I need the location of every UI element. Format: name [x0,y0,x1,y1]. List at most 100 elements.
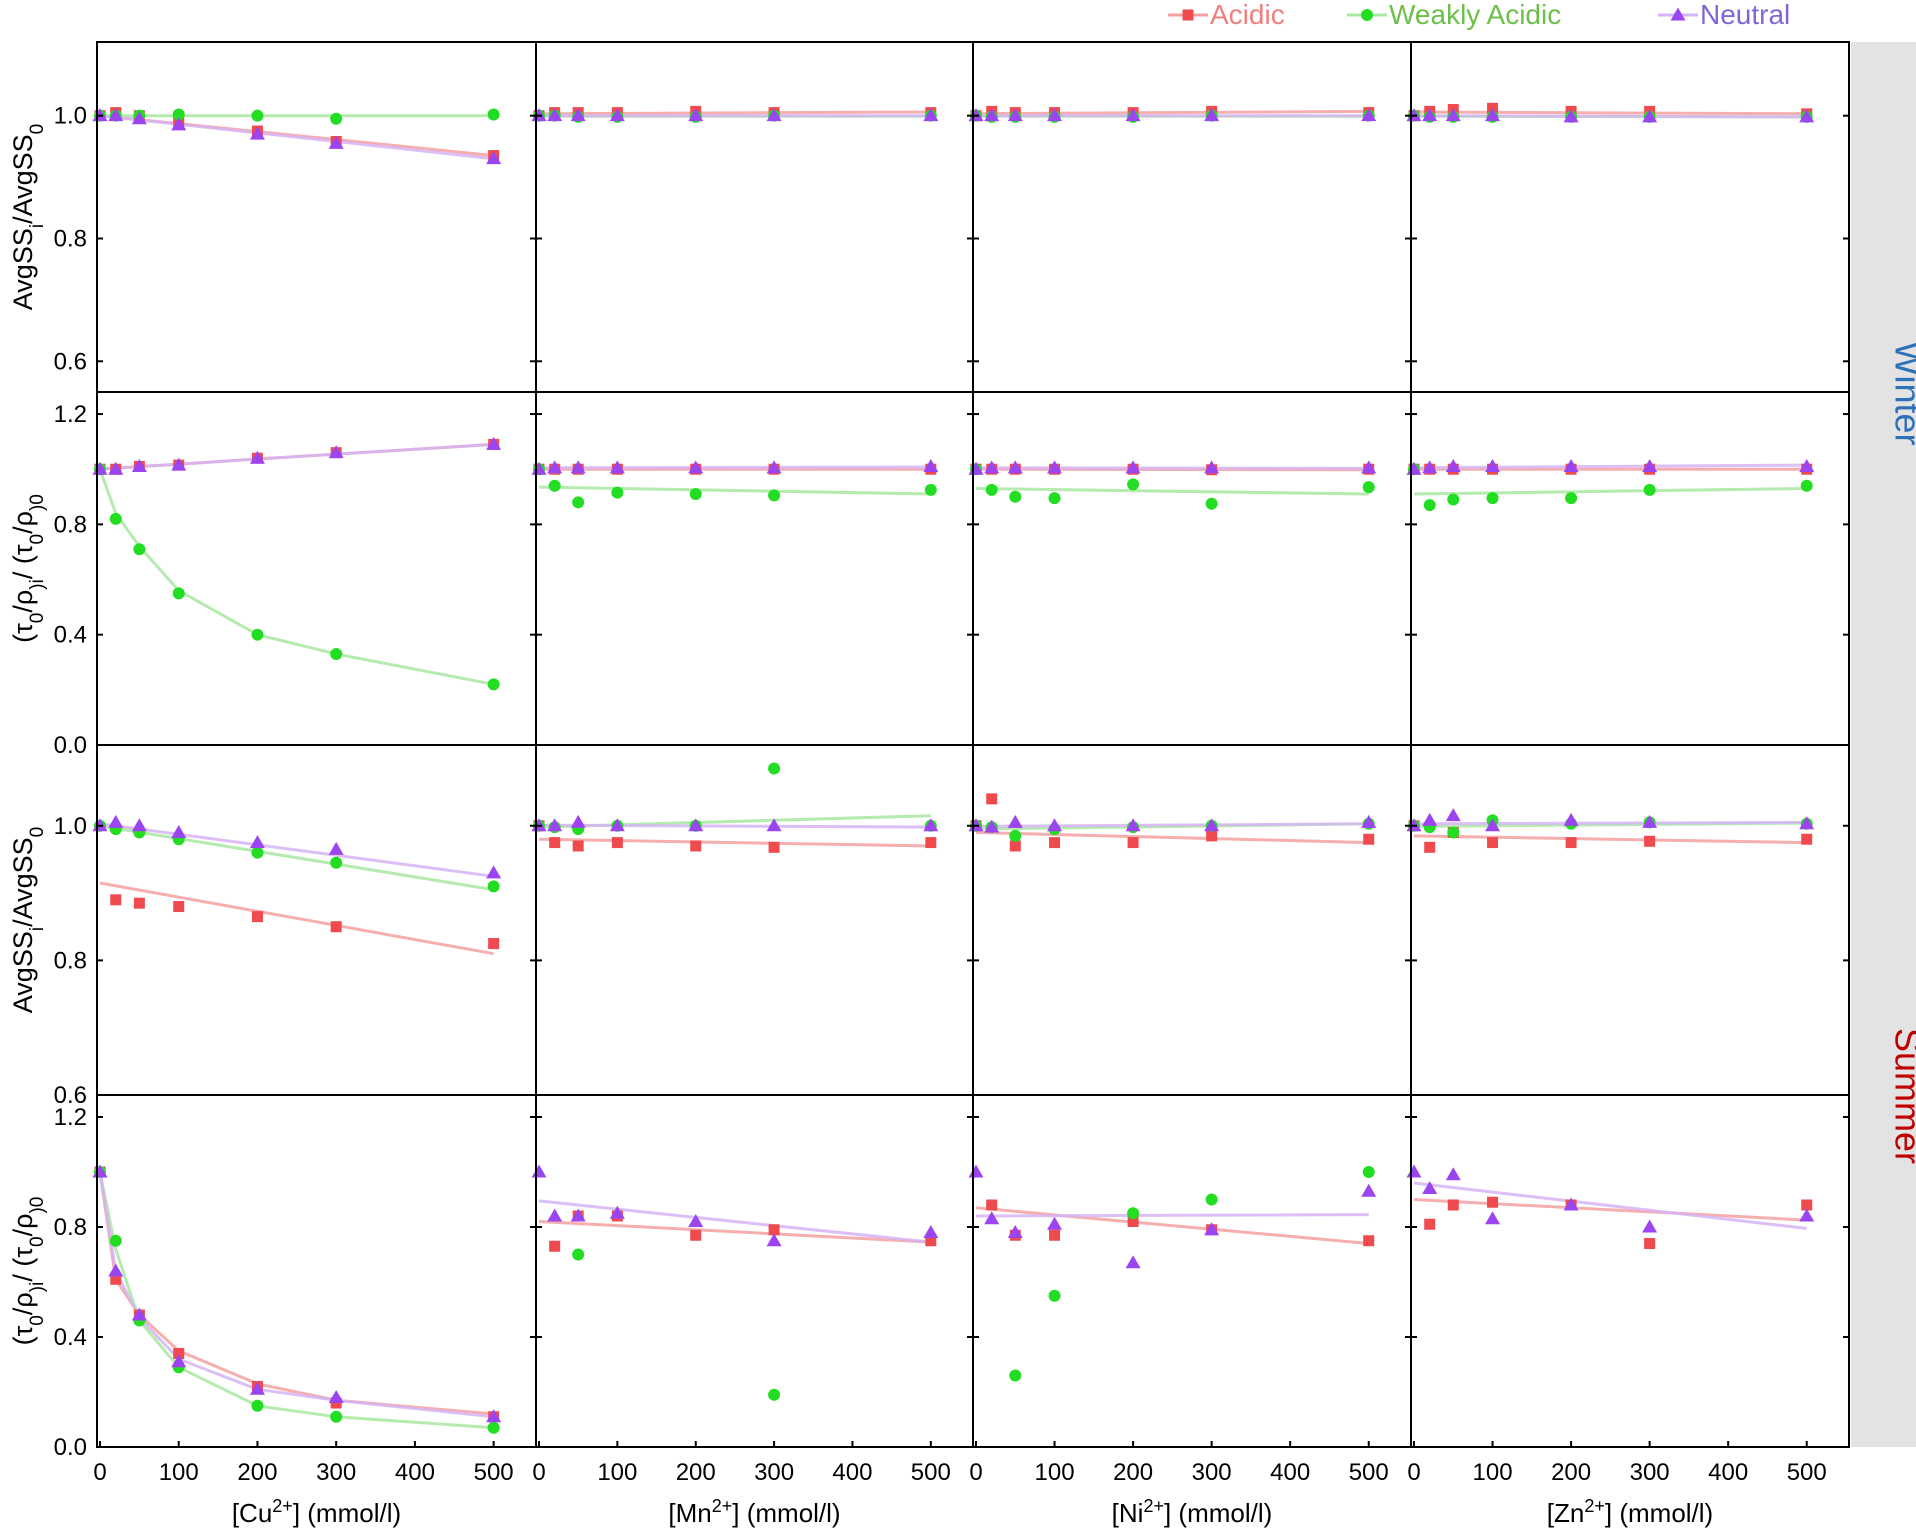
y-axis-label-part: / (τ [8,544,38,579]
data-point-acidic-r2-c3-x100 [1487,837,1498,848]
data-point-weakly-acidic-r1-c2-x20 [986,484,998,496]
data-point-weakly-acidic-r1-c1-x200 [690,488,702,500]
y-tick-label-r3: 0.8 [54,1214,87,1241]
data-point-weakly-acidic-r1-c3-x300 [1644,484,1656,496]
legend-marker-acidic [1183,10,1194,21]
data-point-acidic-r2-c0-x100 [173,901,184,912]
legend-label-acidic: Acidic [1210,0,1285,30]
data-point-weakly-acidic-r1-c3-x200 [1565,492,1577,504]
fit-line-neutral-r0-c3 [1414,116,1807,117]
data-point-weakly-acidic-r2-c3-x50 [1447,827,1459,839]
x-tick-label-c1: 100 [597,1459,637,1486]
data-point-weakly-acidic-r1-c0-x50 [133,543,145,555]
data-point-weakly-acidic-r1-c1-x50 [572,496,584,508]
data-point-acidic-r2-c0-x50 [134,898,145,909]
data-point-acidic-r2-c3-x200 [1566,837,1577,848]
y-axis-label-part: /ρ [8,590,38,613]
x-axis-label-part: 2+ [1584,1496,1605,1516]
data-point-acidic-r3-c1-x20 [549,1241,560,1252]
x-axis-label-part: ] (mmol/l) [1605,1498,1713,1528]
strip-label-summer: Summer [1888,1028,1916,1164]
legend-label-neutral: Neutral [1700,0,1790,30]
fit-line-acidic-r0-c1 [539,112,931,114]
data-point-weakly-acidic-r1-c0-x20 [110,513,122,525]
data-point-weakly-acidic-r1-c0-x100 [173,587,185,599]
data-point-weakly-acidic-r1-c1-x20 [549,480,561,492]
fit-line-neutral-r1-c1 [539,467,931,468]
data-point-weakly-acidic-r1-c1-x300 [768,489,780,501]
data-point-acidic-r2-c3-x500 [1801,834,1812,845]
data-point-weakly-acidic-r3-c2-x50 [1009,1370,1021,1382]
data-point-weakly-acidic-r1-c1-x500 [925,484,937,496]
data-point-acidic-r2-c1-x100 [612,837,623,848]
y-axis-label-part: (τ [8,623,38,643]
data-point-weakly-acidic-r3-c2-x300 [1206,1194,1218,1206]
data-point-acidic-r2-c2-x100 [1049,837,1060,848]
fit-line-neutral-r1-c2 [976,468,1369,469]
y-tick-label-r1: 0.8 [54,511,87,538]
legend-marker-weakly-acidic [1361,9,1373,21]
x-axis-label-part: [Ni [1112,1498,1144,1528]
x-axis-label-c3: [Zn2+] (mmol/l) [1547,1496,1713,1528]
y-axis-label-part: / (τ [8,1247,38,1282]
data-point-acidic-r2-c2-x200 [1128,837,1139,848]
y-axis-label-part: AvgSS [8,931,38,1013]
data-point-acidic-r2-c0-x20 [110,894,121,905]
x-tick-label-c0: 500 [474,1459,514,1486]
data-point-weakly-acidic-r1-c0-x500 [488,678,500,690]
data-point-weakly-acidic-r1-c3-x100 [1487,492,1499,504]
data-point-weakly-acidic-r1-c2-x200 [1127,478,1139,490]
data-point-weakly-acidic-r1-c1-x100 [611,487,623,499]
x-tick-label-c3: 400 [1708,1459,1748,1486]
fit-line-acidic-r0-c3 [1414,112,1807,114]
x-axis-label-part: 2+ [1143,1496,1164,1516]
y-axis-label-part: 0 [27,1236,48,1247]
x-tick-label-c1: 300 [754,1459,794,1486]
data-point-acidic-r3-c3-x300 [1644,1238,1655,1249]
y-axis-label-part: 0 [27,534,48,545]
y-axis-label-part: /ρ [8,1214,38,1237]
x-axis-label-part: ] (mmol/l) [1164,1498,1272,1528]
y-axis-label-part: /ρ [8,511,38,534]
y-tick-label-r3: 1.2 [54,1104,87,1131]
y-tick-label-r3: 0.4 [54,1324,87,1351]
x-axis-label-part: [Mn [668,1498,711,1528]
x-axis-label-part: ] (mmol/l) [732,1498,840,1528]
x-tick-label-c3: 300 [1630,1459,1670,1486]
data-point-weakly-acidic-r3-c0-x200 [251,1400,263,1412]
x-axis-label-part: [Zn [1547,1498,1585,1528]
y-axis-label-part: )i [27,579,48,590]
x-tick-label-c2: 400 [1270,1459,1310,1486]
data-point-acidic-r3-c2-x20 [986,1200,997,1211]
y-tick-label-r2: 1.0 [54,813,87,840]
data-point-weakly-acidic-r3-c2-x100 [1049,1290,1061,1302]
strip-label-winter: Winter [1888,341,1916,445]
data-point-weakly-acidic-r0-c0-x500 [488,108,500,120]
y-axis-label-part: 0 [27,1315,48,1326]
x-axis-label-c1: [Mn2+] (mmol/l) [668,1496,840,1528]
x-tick-label-c1: 0 [532,1459,545,1486]
fit-line-neutral-r2-c3 [1414,822,1807,823]
data-point-weakly-acidic-r1-c2-x500 [1363,481,1375,493]
x-tick-label-c0: 400 [395,1459,435,1486]
data-point-weakly-acidic-r0-c0-x300 [330,113,342,125]
y-axis-label-part: /AvgSS [8,837,38,927]
data-point-acidic-r3-c1-x200 [690,1230,701,1241]
data-point-weakly-acidic-r1-c2-x300 [1206,498,1218,510]
data-point-weakly-acidic-r2-c0-x300 [330,857,342,869]
data-point-acidic-r2-c3-x20 [1424,842,1435,853]
data-point-weakly-acidic-r3-c2-x500 [1363,1166,1375,1178]
x-tick-label-c1: 500 [911,1459,951,1486]
data-point-weakly-acidic-r3-c1-x300 [768,1389,780,1401]
data-point-weakly-acidic-r2-c1-x300 [768,763,780,775]
y-axis-label-part: /ρ [8,1292,38,1315]
x-tick-label-c2: 300 [1192,1459,1232,1486]
data-point-weakly-acidic-r3-c0-x500 [488,1422,500,1434]
y-tick-label-r1: 1.2 [54,401,87,428]
data-point-acidic-r3-c2-x500 [1363,1235,1374,1246]
y-tick-label-r1: 0.0 [54,732,87,759]
y-tick-label-r3: 0.0 [54,1434,87,1461]
data-point-weakly-acidic-r3-c0-x20 [110,1235,122,1247]
